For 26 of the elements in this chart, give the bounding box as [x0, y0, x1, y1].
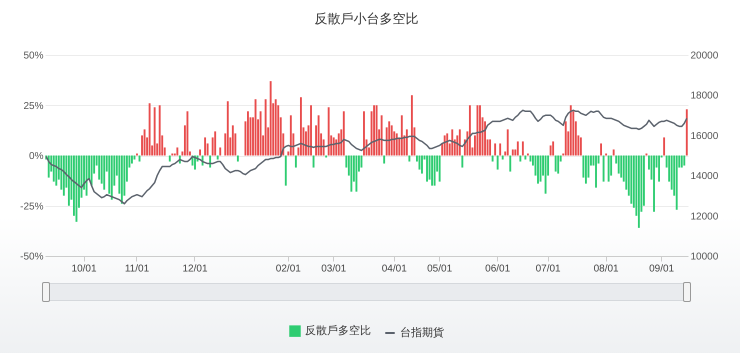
y2-tick-label: 14000	[690, 171, 719, 182]
x-tick-label: 04/01	[382, 264, 408, 274]
y2-tick-label: 10000	[690, 252, 719, 262]
line-series	[45, 110, 688, 204]
y2-tick-label: 16000	[690, 130, 719, 142]
y2-tick-label: 20000	[690, 50, 719, 62]
chart-title: 反散戶小台多空比	[314, 11, 418, 26]
y2-tick-label: 12000	[690, 211, 719, 222]
x-tick-label: 12/01	[182, 264, 208, 274]
legend-label: 台指期貨	[400, 326, 444, 339]
x-tick-label: 02/01	[276, 264, 302, 274]
x-tick-label: 11/01	[124, 264, 150, 274]
x-tick-label: 06/01	[485, 264, 511, 274]
x-tick-label: 03/01	[321, 264, 347, 274]
x-tick-label: 07/01	[536, 264, 562, 274]
x-tick-label: 10/01	[72, 264, 97, 274]
x-tick-label: 09/01	[649, 264, 675, 274]
legend-label: 反散戶多空比	[305, 324, 371, 338]
x-tick-label: 05/01	[427, 264, 453, 274]
y-tick-label: -50%	[20, 252, 44, 262]
y-tick-label: 0%	[29, 151, 44, 162]
y-tick-label: 25%	[23, 100, 44, 112]
y2-tick-label: 18000	[690, 90, 719, 102]
x-tick-label: 08/01	[594, 264, 620, 274]
y-tick-label: 50%	[23, 50, 44, 62]
y-tick-label: -25%	[20, 201, 44, 212]
